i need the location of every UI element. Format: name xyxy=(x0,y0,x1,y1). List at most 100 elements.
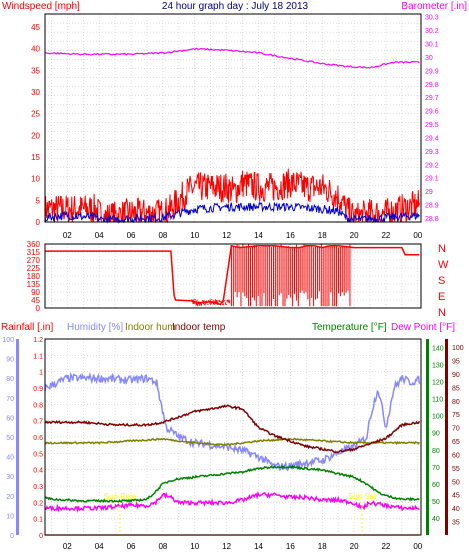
panel3-time-tick-label: 00 xyxy=(413,542,422,551)
temperature-tick-label: 50 xyxy=(432,499,440,506)
barometer-tick-label: 29.5 xyxy=(425,122,439,129)
rainfall-tick-label: 1.1 xyxy=(33,353,43,360)
windspeed-tick-label: 5 xyxy=(36,196,41,205)
panel3-time-tick-label: 14 xyxy=(254,542,263,551)
wind-direction-noise xyxy=(222,304,223,305)
windspeed-tick-label: 0 xyxy=(36,218,41,227)
panel3-time-tick-label: 02 xyxy=(63,542,72,551)
panel3-time-tick-label: 10 xyxy=(190,542,199,551)
barometer-tick-label: 29.4 xyxy=(425,135,439,142)
wind-direction-noise xyxy=(206,301,207,302)
dewpoint-tick-label: 90 xyxy=(452,372,460,379)
panel1-time-tick-label: 04 xyxy=(95,231,104,240)
humidity-tick-label: 60 xyxy=(6,415,14,422)
temperature-axis-bar xyxy=(426,339,429,535)
dewpoint-tick-label: 80 xyxy=(452,399,460,406)
barometer-tick-label: 29.7 xyxy=(425,95,439,102)
panel1-time-tick-label: 10 xyxy=(190,231,199,240)
wind-direction-noise xyxy=(195,299,196,300)
dewpoint-tick-label: 100 xyxy=(452,345,464,352)
panel1-time-tick-label: 06 xyxy=(127,231,136,240)
barometer-tick-label: 29.8 xyxy=(425,82,439,89)
windspeed-tick-label: 10 xyxy=(31,175,40,184)
dewpoint-tick-label: 45 xyxy=(452,493,460,500)
windspeed-tick-label: 45 xyxy=(31,23,40,32)
panel3-time-tick-label: 22 xyxy=(381,542,390,551)
panel1-time-tick-label: 18 xyxy=(318,231,327,240)
temperature-tick-label: 120 xyxy=(432,380,444,387)
windspeed-tick-label: 40 xyxy=(31,45,40,54)
panel3-time-tick-label: 20 xyxy=(350,542,359,551)
windspeed-axis-title: Windspeed [mph] xyxy=(2,1,80,12)
panel3-time-tick-label: 08 xyxy=(158,542,167,551)
dewpoint-tick-label: 65 xyxy=(452,439,460,446)
panel1-time-tick-label: 14 xyxy=(254,231,263,240)
compass-label: E xyxy=(438,291,445,303)
humidity-tick-label: 50 xyxy=(6,435,14,442)
panel1-time-tick-label: 12 xyxy=(222,231,231,240)
chart-title: 24 hour graph day : July 18 2013 xyxy=(162,1,309,12)
sunset-annotation: Sun Set xyxy=(348,492,377,501)
legend-item: Humidity [%] xyxy=(67,322,123,333)
temperature-tick-label: 110 xyxy=(432,397,443,404)
dewpoint-tick-label: 55 xyxy=(452,466,460,473)
rainfall-tick-label: 0.3 xyxy=(33,484,43,491)
temperature-tick-label: 140 xyxy=(432,346,444,353)
barometer-tick-label: 29 xyxy=(425,189,433,196)
panel1-time-tick-label: 02 xyxy=(63,231,72,240)
panel1-time-tick-label: 08 xyxy=(158,231,167,240)
humidity-tick-label: 100 xyxy=(2,337,14,344)
barometer-tick-label: 29.9 xyxy=(425,68,439,75)
wind-direction-noise xyxy=(218,303,219,304)
barometer-tick-label: 29.3 xyxy=(425,149,439,156)
rainfall-tick-label: 0.5 xyxy=(33,451,43,458)
panel3-time-tick-label: 16 xyxy=(286,542,295,551)
barometer-tick-label: 28.9 xyxy=(425,203,439,210)
rainfall-tick-label: 0.4 xyxy=(33,468,43,475)
barometer-axis-title: Barometer [.in] xyxy=(401,1,467,12)
rainfall-tick-label: 0.6 xyxy=(33,435,43,442)
rainfall-tick-label: 0.1 xyxy=(33,517,43,524)
panel3-time-tick-label: 04 xyxy=(95,542,104,551)
windspeed-tick-label: 30 xyxy=(31,88,40,97)
humidity-tick-label: 80 xyxy=(6,376,14,383)
wind-direction-noise xyxy=(226,304,227,305)
compass-label: N xyxy=(438,243,446,255)
direction-tick-label: 225 xyxy=(27,264,41,273)
legend-item: Rainfall [.in] xyxy=(1,322,53,333)
rainfall-tick-label: 0.2 xyxy=(33,500,43,507)
rainfall-tick-label: 0.7 xyxy=(33,419,43,426)
dewpoint-axis-bar xyxy=(445,339,448,535)
legend-item: Temperature [°F] xyxy=(312,322,387,333)
dewpoint-tick-label: 35 xyxy=(452,520,460,527)
rainfall-tick-label: 0.8 xyxy=(33,402,43,409)
direction-tick-label: 90 xyxy=(31,288,40,297)
barometer-tick-label: 30.3 xyxy=(425,15,439,22)
rainfall-tick-label: 0 xyxy=(39,533,43,540)
barometer-tick-label: 30 xyxy=(425,55,433,62)
humidity-tick-label: 10 xyxy=(6,513,14,520)
legend-item: Indoor temp xyxy=(172,322,226,333)
dewpoint-tick-label: 75 xyxy=(452,412,460,419)
legend-item: Dew Point [°F] xyxy=(391,322,455,333)
humidity-tick-label: 0 xyxy=(10,533,14,540)
wind-direction-noise xyxy=(208,304,209,305)
temperature-tick-label: 80 xyxy=(432,448,440,455)
temperature-tick-label: 100 xyxy=(432,414,444,421)
barometer-tick-label: 30.2 xyxy=(425,28,439,35)
temperature-tick-label: 90 xyxy=(432,431,440,438)
rainfall-tick-label: 1.2 xyxy=(33,337,43,344)
rainfall-tick-label: 1 xyxy=(39,370,43,377)
dewpoint-tick-label: 95 xyxy=(452,358,460,365)
humidity-tick-label: 90 xyxy=(6,357,14,364)
temperature-tick-label: 60 xyxy=(432,482,440,489)
legend-item: Indoor hum xyxy=(125,322,176,333)
dewpoint-tick-label: 70 xyxy=(452,426,460,433)
direction-tick-label: 315 xyxy=(27,248,41,257)
humidity-tick-label: 70 xyxy=(6,396,14,403)
humidity-tick-label: 40 xyxy=(6,455,14,462)
temperature-tick-label: 130 xyxy=(432,363,444,370)
compass-label: S xyxy=(438,275,445,287)
